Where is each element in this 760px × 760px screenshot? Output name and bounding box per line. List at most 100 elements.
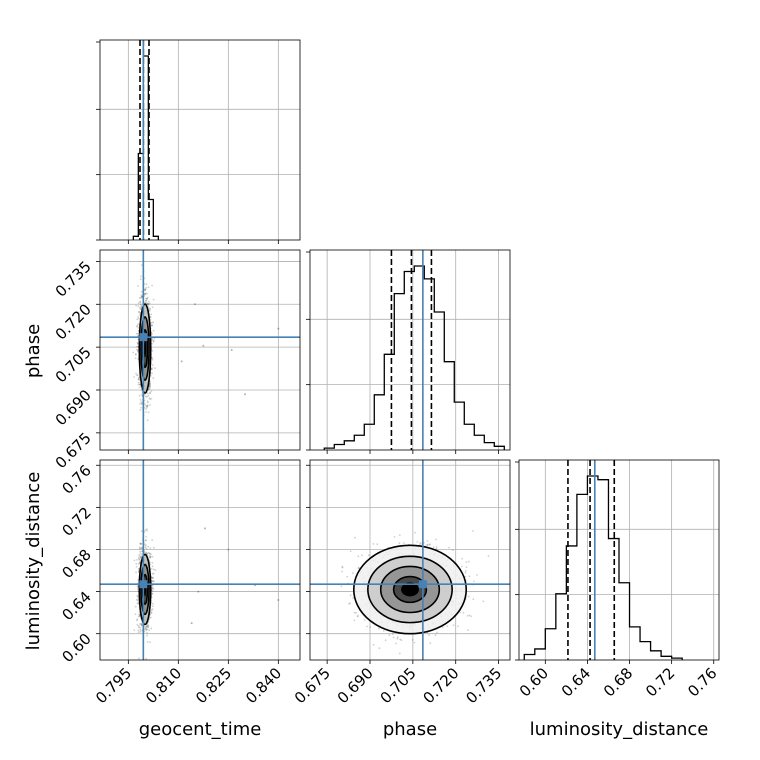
- sample-point: [143, 289, 146, 291]
- sample-point: [146, 296, 149, 299]
- sample-point: [151, 576, 154, 579]
- sample-point: [384, 639, 387, 642]
- sample-point: [138, 296, 141, 299]
- sample-point: [137, 383, 140, 386]
- sample-point: [136, 599, 139, 602]
- sample-point: [145, 411, 147, 413]
- sample-point: [138, 546, 141, 549]
- sample-point: [146, 528, 148, 530]
- sample-point: [464, 570, 467, 572]
- sample-point: [140, 389, 143, 392]
- sample-point: [133, 629, 136, 632]
- sample-point: [139, 557, 142, 559]
- sample-point: [452, 624, 455, 627]
- sample-point: [136, 374, 139, 376]
- density: [133, 527, 280, 660]
- sample-point: [137, 317, 140, 320]
- sample-point: [466, 615, 469, 617]
- sample-point: [144, 627, 147, 629]
- sample-point: [152, 377, 155, 380]
- sample-point: [146, 292, 148, 295]
- sample-point: [138, 310, 140, 313]
- sample-point: [398, 542, 401, 545]
- sample-point: [151, 539, 154, 542]
- sample-point: [146, 625, 149, 628]
- sample-point: [151, 284, 154, 287]
- sample-point: [244, 393, 246, 396]
- sample-point: [153, 546, 155, 549]
- sample-point: [135, 304, 138, 307]
- sample-point: [434, 634, 437, 636]
- sample-point: [137, 323, 139, 326]
- sample-point: [457, 625, 459, 628]
- sample-point: [153, 337, 156, 340]
- sample-point: [150, 332, 153, 335]
- sample-point: [134, 605, 137, 608]
- sample-point: [414, 531, 416, 534]
- sample-point: [145, 297, 148, 300]
- histogram-step-luminosity_distance: [523, 475, 683, 660]
- sample-point: [146, 628, 149, 631]
- sample-point: [144, 546, 147, 549]
- sample-point: [194, 303, 196, 306]
- sample-point: [151, 579, 153, 582]
- sample-point: [149, 547, 152, 549]
- sample-point: [137, 326, 140, 329]
- sample-point: [145, 297, 148, 300]
- sample-point: [140, 294, 143, 297]
- sample-point: [147, 300, 150, 303]
- sample-point: [139, 301, 142, 303]
- sample-point: [152, 568, 155, 571]
- sample-point: [149, 398, 152, 401]
- sample-point: [138, 558, 141, 560]
- sample-point: [143, 403, 146, 406]
- sample-point: [429, 544, 431, 546]
- sample-point: [140, 275, 142, 278]
- sample-point: [144, 552, 146, 555]
- sample-point: [395, 642, 397, 645]
- sample-point: [144, 625, 146, 628]
- sample-point: [146, 529, 148, 532]
- contour-1: [140, 316, 150, 382]
- sample-point: [388, 634, 391, 637]
- sample-point: [369, 626, 372, 628]
- sample-point: [152, 340, 155, 342]
- sample-point: [146, 625, 148, 628]
- sample-point: [137, 378, 140, 381]
- sample-point: [141, 553, 143, 556]
- sample-point: [149, 386, 151, 388]
- sample-point: [138, 554, 141, 556]
- sample-point: [482, 600, 485, 603]
- sample-point: [138, 311, 140, 314]
- sample-point: [139, 383, 141, 386]
- sample-point: [150, 367, 153, 370]
- sample-point: [140, 622, 143, 625]
- sample-point: [140, 530, 143, 533]
- sample-point: [150, 397, 153, 400]
- sample-point: [144, 529, 147, 531]
- sample-point: [149, 555, 152, 558]
- sample-point: [151, 592, 154, 595]
- y-axis-title-phase: phase: [23, 324, 44, 378]
- sample-point: [138, 377, 140, 380]
- panel-frame: [99, 249, 301, 451]
- sample-point: [361, 554, 363, 557]
- sample-point: [147, 302, 150, 305]
- sample-point: [151, 339, 154, 342]
- panel-frame: [309, 459, 511, 661]
- sample-point: [138, 386, 141, 389]
- sample-point: [144, 539, 147, 542]
- y-axis-title-luminosity-distance: luminosity_distance: [23, 472, 44, 651]
- sample-point: [151, 572, 154, 575]
- sample-point: [147, 303, 150, 305]
- sample-point: [140, 623, 143, 625]
- sample-point: [146, 406, 148, 409]
- sample-point: [152, 572, 155, 575]
- sample-point: [147, 394, 150, 397]
- sample-point: [140, 304, 142, 307]
- sample-point: [355, 611, 357, 614]
- sample-point: [135, 374, 138, 377]
- sample-point: [151, 368, 153, 371]
- sample-point: [426, 543, 429, 546]
- sample-point: [147, 286, 150, 288]
